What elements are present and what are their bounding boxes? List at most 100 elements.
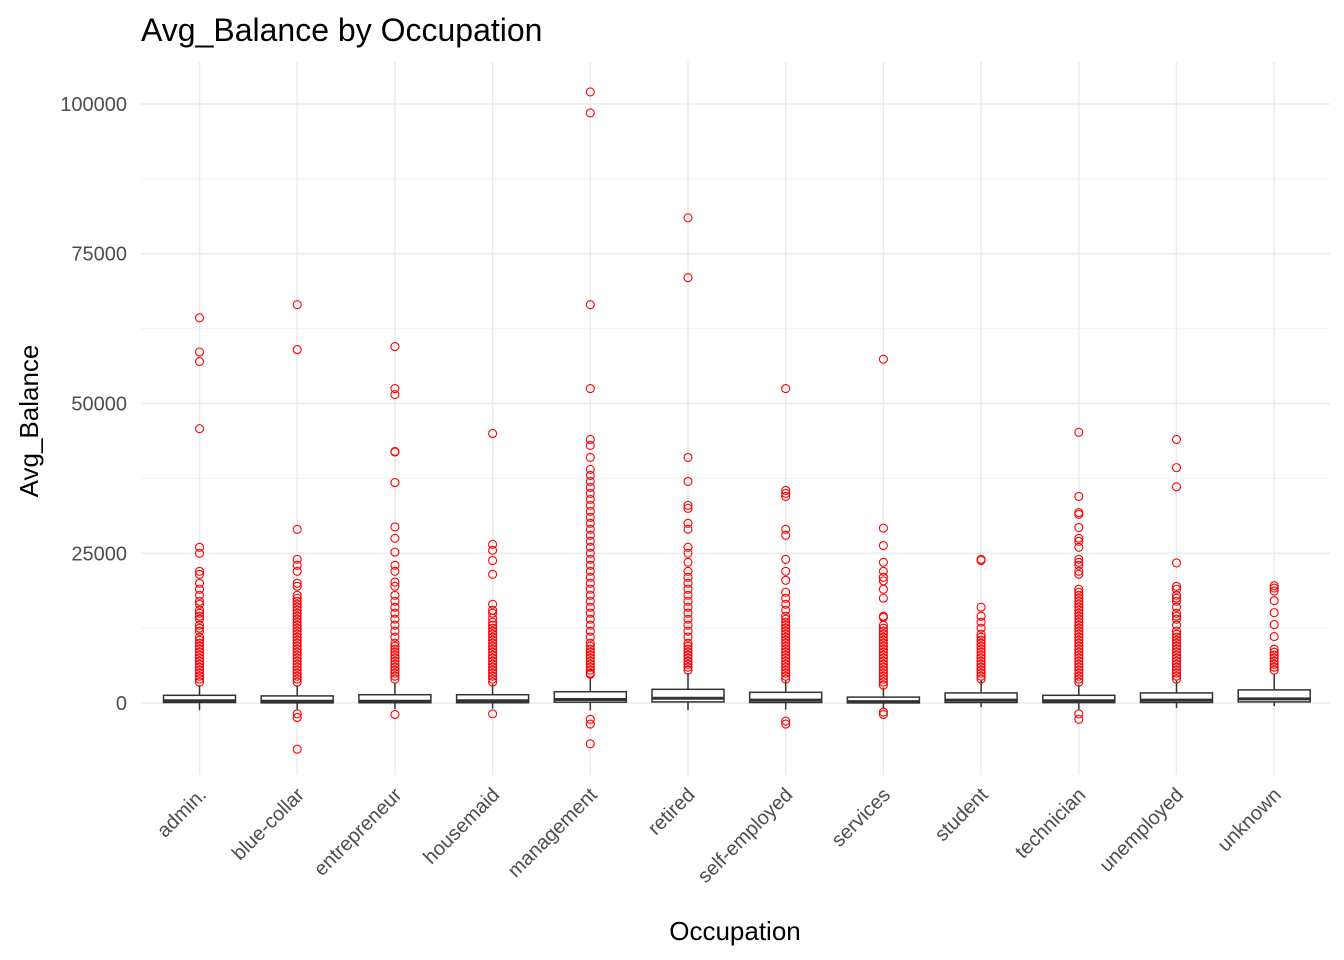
outlier-point <box>390 632 400 642</box>
outlier-point <box>1074 656 1084 666</box>
outlier-point <box>683 620 693 630</box>
outlier-point <box>585 108 595 118</box>
outlier-point <box>1074 677 1084 687</box>
outlier-point <box>878 668 888 678</box>
outlier-point <box>878 584 888 594</box>
outlier-point <box>781 656 791 666</box>
box-iqr <box>162 694 237 704</box>
outlier-point <box>1171 581 1182 591</box>
outlier-point <box>292 709 302 719</box>
outlier-point <box>1269 583 1279 593</box>
outlier-point <box>781 617 791 627</box>
outlier-point <box>488 641 498 651</box>
outlier-point <box>781 605 791 615</box>
box-iqr <box>260 695 334 704</box>
outlier-point <box>390 659 400 669</box>
outlier-point <box>1074 632 1084 642</box>
outlier-point <box>292 623 302 633</box>
x-tick-label: services <box>828 784 895 851</box>
outlier-point <box>488 613 498 623</box>
outlier-point <box>1074 620 1084 630</box>
outlier-point <box>1074 617 1084 627</box>
outlier-point <box>878 557 888 567</box>
outlier-point <box>194 665 205 675</box>
outlier-point <box>878 656 888 666</box>
outlier-point <box>781 665 791 675</box>
outlier-point <box>292 647 302 657</box>
outlier-point <box>1171 596 1182 606</box>
outlier-point <box>1074 629 1084 639</box>
box-iqr <box>651 688 725 703</box>
outlier-point <box>585 452 595 462</box>
outlier-point <box>292 599 302 609</box>
outlier-point <box>585 488 595 498</box>
outlier-point <box>1074 653 1084 663</box>
outlier-point <box>878 620 888 630</box>
outlier-point <box>390 447 400 457</box>
outlier-point <box>1074 638 1084 648</box>
outlier-point <box>1171 641 1182 651</box>
outlier-point <box>878 659 888 669</box>
outlier-point <box>488 647 498 657</box>
outlier-point <box>1074 623 1084 633</box>
outlier-point <box>390 602 400 612</box>
outlier-point <box>488 665 498 675</box>
x-tick-label: student <box>931 784 993 846</box>
outlier-point <box>585 596 595 606</box>
outlier-point <box>1074 611 1084 621</box>
outlier-point <box>878 709 888 720</box>
outlier-point <box>585 584 595 594</box>
outlier-point <box>585 644 595 654</box>
outlier-point <box>1269 656 1279 666</box>
outlier-point <box>390 662 400 672</box>
outlier-point <box>1269 650 1279 660</box>
outlier-point <box>585 653 595 663</box>
outlier-point <box>390 638 400 648</box>
outlier-point <box>292 656 302 666</box>
outlier-point <box>585 566 595 576</box>
outlier-point <box>194 623 205 633</box>
outlier-point <box>1269 586 1279 596</box>
x-tick-label: unknown <box>1214 784 1286 856</box>
outlier-point <box>1074 650 1084 660</box>
outlier-point <box>1074 509 1084 519</box>
outlier-point <box>1074 608 1084 618</box>
outlier-point <box>488 545 498 555</box>
outlier-point <box>781 641 791 651</box>
outlier-point <box>585 506 595 516</box>
outlier-point <box>1269 662 1279 672</box>
outlier-point <box>781 653 791 663</box>
outlier-point <box>488 608 498 618</box>
box-series <box>162 673 1311 711</box>
outlier-point <box>194 424 205 434</box>
outlier-point <box>683 503 693 513</box>
outlier-point <box>1074 533 1084 543</box>
outlier-point <box>585 578 595 588</box>
outlier-point <box>683 632 693 642</box>
outlier-point <box>1171 653 1182 663</box>
x-tick-label: entrepreneur <box>310 784 407 881</box>
outlier-point <box>194 635 205 645</box>
box-iqr <box>1237 689 1311 703</box>
outlier-point <box>292 653 302 663</box>
outlier-point <box>1074 536 1084 546</box>
outlier-point <box>1074 614 1084 624</box>
outlier-point <box>1171 620 1182 630</box>
outlier-point <box>488 671 498 681</box>
outlier-point <box>1171 650 1182 660</box>
outlier-point <box>1171 656 1182 666</box>
outlier-point <box>976 650 986 660</box>
outlier-point <box>781 614 791 624</box>
outlier-point <box>878 354 888 364</box>
outlier-point <box>781 635 791 645</box>
outlier-point <box>683 500 693 510</box>
outlier-point <box>585 608 595 618</box>
outlier-point <box>390 590 400 600</box>
outlier-point <box>292 644 302 654</box>
outlier-point <box>292 608 302 618</box>
outlier-point <box>390 383 400 394</box>
y-axis-title: Avg_Balance <box>14 345 44 498</box>
outlier-point <box>683 273 693 283</box>
outlier-point <box>585 470 595 480</box>
outlier-point <box>390 614 400 624</box>
